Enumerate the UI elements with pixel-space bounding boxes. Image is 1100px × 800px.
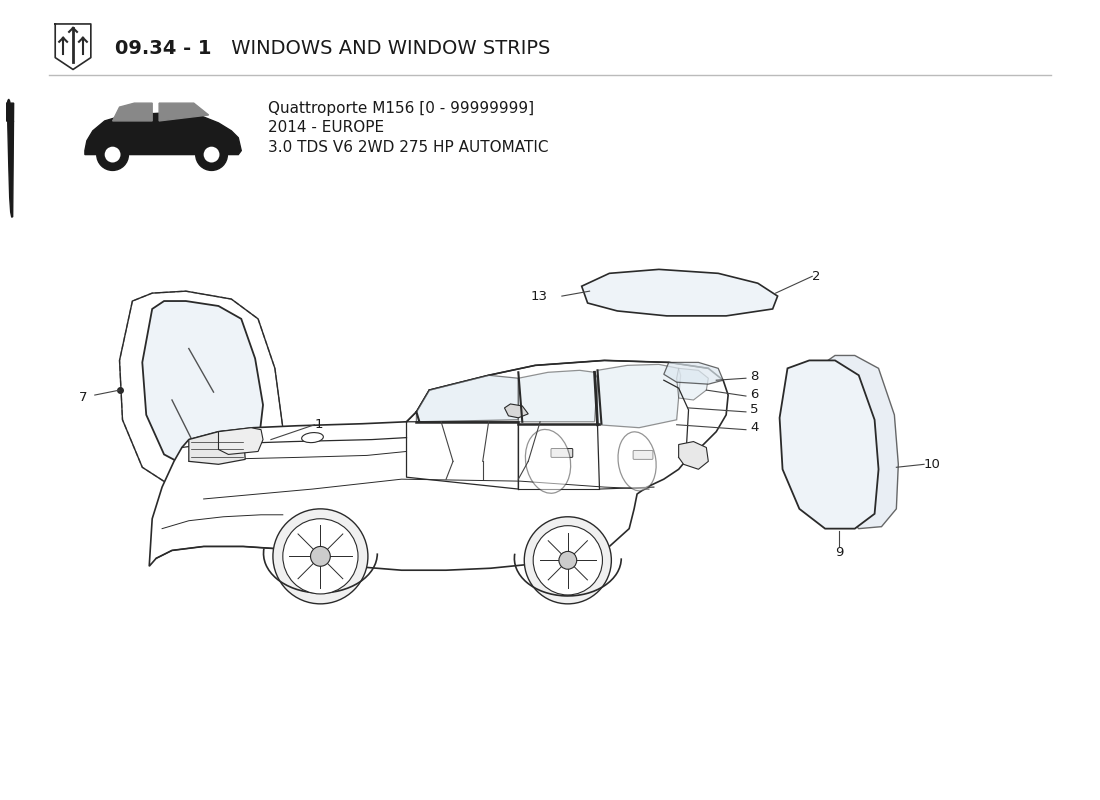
Polygon shape <box>663 362 723 384</box>
Circle shape <box>97 138 129 170</box>
Text: 8: 8 <box>750 370 758 382</box>
Ellipse shape <box>301 433 323 442</box>
Polygon shape <box>505 404 528 418</box>
Text: Quattroporte M156 [0 - 99999999]: Quattroporte M156 [0 - 99999999] <box>268 101 535 115</box>
Text: 4: 4 <box>750 422 758 434</box>
Polygon shape <box>160 103 209 121</box>
FancyBboxPatch shape <box>634 450 653 459</box>
Polygon shape <box>780 361 879 529</box>
Polygon shape <box>676 368 708 400</box>
Circle shape <box>104 146 121 162</box>
Circle shape <box>559 551 576 570</box>
Text: 5: 5 <box>750 403 758 416</box>
Polygon shape <box>85 113 241 154</box>
Polygon shape <box>150 361 728 570</box>
Polygon shape <box>518 370 597 422</box>
Polygon shape <box>55 24 91 70</box>
Circle shape <box>534 526 603 595</box>
Polygon shape <box>582 270 778 316</box>
Text: WINDOWS AND WINDOW STRIPS: WINDOWS AND WINDOW STRIPS <box>226 39 551 58</box>
Polygon shape <box>189 430 245 464</box>
Ellipse shape <box>526 430 571 494</box>
Text: 10: 10 <box>924 458 940 471</box>
Text: 2014 - EUROPE: 2014 - EUROPE <box>268 120 384 135</box>
Circle shape <box>204 146 220 162</box>
Circle shape <box>196 138 228 170</box>
Polygon shape <box>142 301 263 471</box>
Text: 11: 11 <box>432 487 450 500</box>
Text: 6: 6 <box>750 387 758 401</box>
Text: 12: 12 <box>506 487 522 500</box>
Polygon shape <box>6 103 13 217</box>
Polygon shape <box>597 364 681 428</box>
Text: 13: 13 <box>531 290 548 302</box>
Circle shape <box>310 546 330 566</box>
Polygon shape <box>817 355 899 529</box>
Text: 3.0 TDS V6 2WD 275 HP AUTOMATIC: 3.0 TDS V6 2WD 275 HP AUTOMATIC <box>268 140 549 155</box>
Polygon shape <box>219 428 263 454</box>
Text: 3: 3 <box>474 487 483 500</box>
Text: 1: 1 <box>315 418 323 431</box>
Text: 2: 2 <box>812 270 821 283</box>
Polygon shape <box>417 375 518 422</box>
Ellipse shape <box>618 432 657 491</box>
Polygon shape <box>112 103 152 121</box>
Polygon shape <box>679 442 708 470</box>
Text: 7: 7 <box>78 390 87 403</box>
Polygon shape <box>120 291 283 493</box>
Circle shape <box>525 517 612 604</box>
Text: 9: 9 <box>835 546 843 559</box>
Circle shape <box>283 518 358 594</box>
Polygon shape <box>6 99 13 123</box>
Text: 09.34 - 1: 09.34 - 1 <box>114 39 211 58</box>
Circle shape <box>273 509 367 604</box>
FancyBboxPatch shape <box>551 449 573 458</box>
